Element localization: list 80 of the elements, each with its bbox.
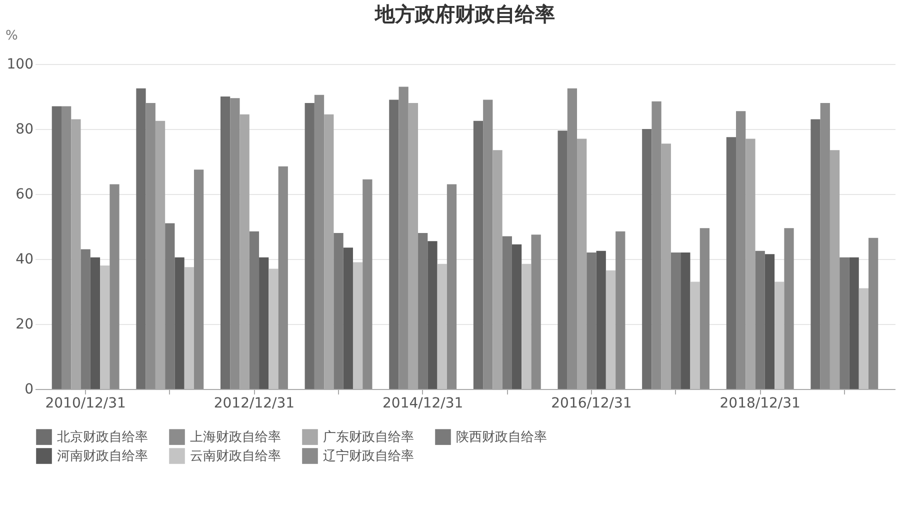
bar: [810, 119, 820, 389]
bar: [418, 233, 428, 389]
bar: [230, 98, 240, 389]
bar: [389, 100, 399, 389]
bar: [652, 101, 662, 389]
bar: [194, 170, 204, 389]
legend-label: 辽宁财政自给率: [323, 448, 414, 464]
bar: [642, 129, 652, 389]
bar: [174, 257, 184, 389]
bar: [100, 266, 110, 389]
bar: [52, 106, 62, 389]
legend-label: 广东财政自给率: [323, 429, 414, 446]
y-tick-label: 100: [6, 56, 34, 72]
bar: [398, 86, 408, 389]
y-tick-label: 80: [16, 122, 34, 138]
chart-title: 地方政府财政自给率: [374, 2, 555, 26]
bar: [586, 252, 596, 389]
bar: [314, 94, 324, 389]
bar: [268, 268, 278, 389]
y-axis-title: %: [6, 28, 18, 44]
bar: [512, 244, 522, 389]
bar: [437, 264, 447, 389]
bar: [567, 88, 578, 389]
bar: [784, 228, 794, 389]
bar: [278, 166, 288, 389]
bar: [352, 262, 363, 389]
bar: [868, 238, 878, 389]
legend-label: 河南财政自给率: [57, 448, 148, 464]
bar: [259, 257, 269, 389]
bar: [304, 103, 314, 389]
bar: [502, 236, 512, 389]
bar: [616, 231, 626, 389]
bar: [343, 248, 353, 389]
bar: [606, 270, 616, 389]
y-tick-label: 20: [16, 316, 34, 332]
bar: [80, 249, 90, 389]
bar: [249, 231, 260, 389]
bar: [483, 100, 493, 389]
bar: [764, 254, 775, 389]
y-tick-label: 0: [24, 382, 34, 398]
bar: [136, 88, 146, 389]
bar: [726, 137, 736, 389]
bar: [820, 103, 830, 389]
bar: [755, 250, 765, 389]
bar: [849, 257, 859, 389]
y-tick-label: 40: [16, 252, 34, 268]
bar: [90, 257, 100, 389]
bar: [146, 103, 156, 389]
y-tick-label: 60: [16, 186, 34, 202]
bar: [220, 96, 230, 389]
x-tick-label: 2010/12/31: [45, 396, 126, 412]
x-tick-label: 2014/12/31: [382, 396, 464, 412]
bar: [531, 234, 541, 389]
bar: [680, 252, 690, 389]
bar: [596, 250, 606, 389]
bar: [362, 179, 372, 389]
legend-label: 上海财政自给率: [190, 429, 281, 446]
bar: [110, 184, 120, 389]
bar: [840, 257, 850, 389]
bar: [165, 223, 175, 389]
bar: [690, 282, 700, 389]
x-tick-label: 2018/12/31: [720, 396, 800, 412]
bar: [184, 267, 194, 389]
bar: [428, 241, 438, 389]
bar: [700, 228, 710, 389]
bar: [558, 130, 568, 389]
x-tick-label: 2016/12/31: [551, 396, 632, 412]
bar: [774, 282, 784, 389]
bar: [334, 233, 344, 389]
legend-label: 陕西财政自给率: [456, 429, 547, 446]
bar: [858, 288, 868, 389]
bar: [473, 120, 484, 389]
bar: [670, 252, 681, 389]
x-tick-label: 2012/12/31: [214, 396, 295, 412]
bar: [62, 106, 72, 389]
bar: [736, 111, 746, 389]
legend-label: 云南财政自给率: [190, 448, 281, 464]
bar: [522, 264, 532, 389]
bar: [446, 184, 457, 389]
legend-label: 北京财政自给率: [57, 429, 148, 446]
